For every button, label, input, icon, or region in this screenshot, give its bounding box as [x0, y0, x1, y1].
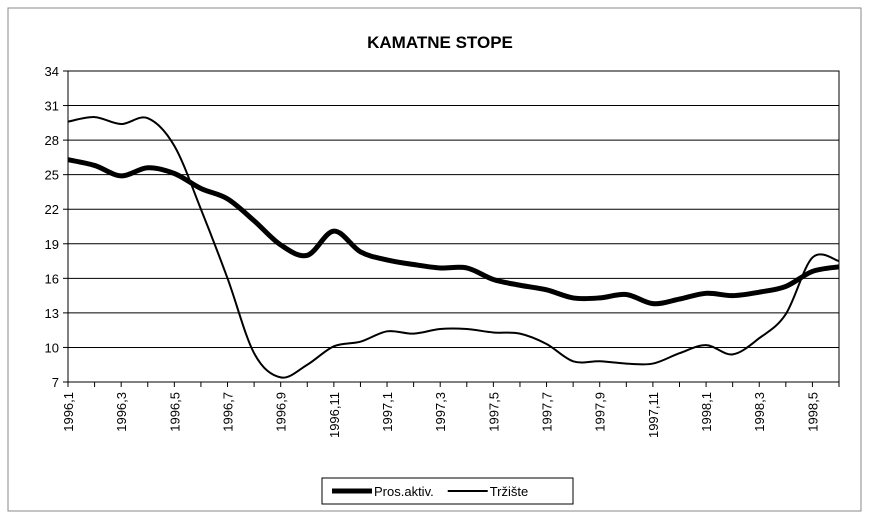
series-line: [67, 116, 840, 379]
y-tick-label: 16: [45, 271, 59, 286]
y-tick-label: 22: [45, 202, 59, 217]
y-tick-label: 25: [45, 168, 59, 183]
x-tick-label: 1997,1: [380, 392, 395, 432]
chart-title: KAMATNE STOPE: [367, 33, 513, 52]
x-tick-label: 1996,1: [61, 392, 76, 432]
plot-background: [67, 70, 840, 383]
legend-label: Tržište: [490, 484, 529, 499]
x-tick-label: 1996,3: [114, 392, 129, 432]
x-tick-label: 1996,11: [327, 392, 342, 438]
x-tick-label: 1997,7: [540, 392, 555, 432]
series-line: [67, 157, 840, 307]
x-tick-label: 1997,5: [486, 392, 501, 432]
y-tick-label: 19: [45, 237, 59, 252]
y-tick-label: 13: [45, 306, 59, 321]
y-tick-label: 7: [52, 375, 59, 390]
x-tick-label: 1998,1: [699, 392, 714, 432]
x-tick-label: 1998,5: [805, 392, 820, 432]
x-tick-label: 1996,7: [221, 392, 236, 432]
y-tick-label: 34: [45, 64, 59, 79]
x-tick-label: 1997,9: [593, 392, 608, 432]
legend-label: Pros.aktiv.: [374, 484, 434, 499]
x-tick-label: 1996,9: [274, 392, 289, 432]
y-tick-label: 10: [45, 340, 59, 355]
x-tick-label: 1997,11: [646, 392, 661, 438]
y-tick-label: 31: [45, 99, 59, 114]
x-tick-label: 1996,5: [167, 392, 182, 432]
x-tick-label: 1997,3: [433, 392, 448, 432]
x-tick-label: 1998,3: [752, 392, 767, 432]
y-tick-label: 28: [45, 133, 59, 148]
